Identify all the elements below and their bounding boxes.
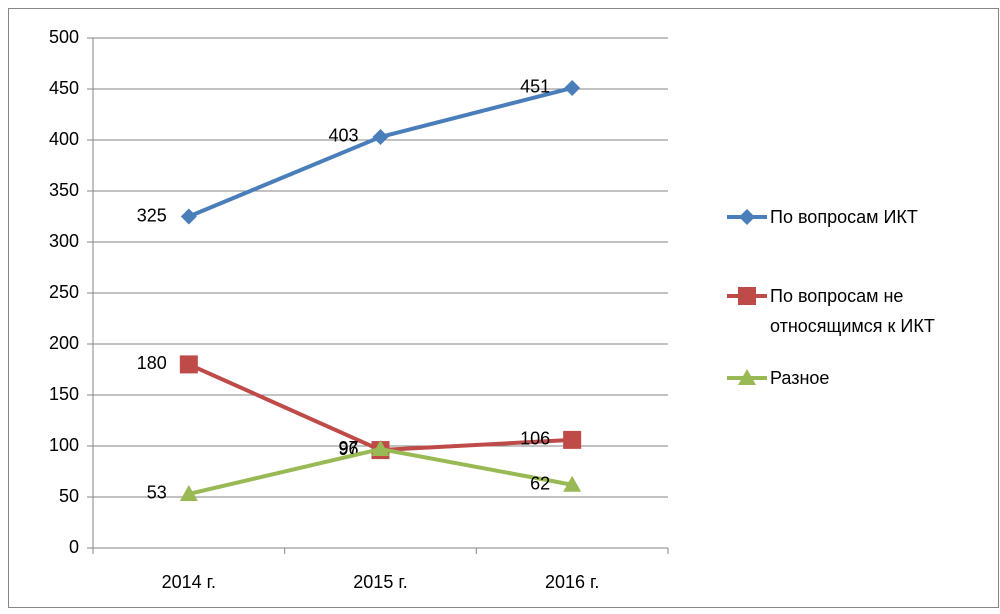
chart-frame	[8, 8, 999, 608]
y-tick-label: 100	[49, 435, 79, 455]
data-point	[179, 484, 198, 501]
data-point	[372, 128, 389, 145]
y-tick-label: 50	[59, 486, 79, 506]
data-label: 62	[530, 474, 550, 494]
y-tick-label: 0	[69, 537, 79, 557]
y-tick-label: 150	[49, 384, 79, 404]
legend-label: По вопросам не относящимся к ИКТ	[770, 286, 935, 336]
y-tick-label: 200	[49, 333, 79, 353]
x-tick-label: 2016 г.	[545, 572, 599, 592]
y-tick-label: 500	[49, 27, 79, 47]
y-tick-label: 400	[49, 129, 79, 149]
legend-marker	[739, 209, 755, 225]
data-point	[180, 208, 197, 225]
legend-marker	[738, 369, 756, 385]
x-tick-label: 2015 г.	[353, 572, 407, 592]
data-label: 97	[338, 438, 358, 458]
legend-label: Разное	[770, 368, 830, 388]
legend-marker	[738, 287, 756, 305]
x-tick-label: 2014 г.	[162, 572, 216, 592]
data-label: 403	[328, 126, 358, 146]
data-label: 180	[137, 353, 167, 373]
data-point	[563, 430, 582, 449]
data-point	[179, 355, 198, 374]
y-tick-label: 250	[49, 282, 79, 302]
y-tick-label: 300	[49, 231, 79, 251]
data-label: 106	[520, 429, 550, 449]
data-point	[564, 79, 581, 96]
data-label: 325	[137, 205, 167, 225]
y-tick-label: 450	[49, 78, 79, 98]
data-label: 53	[147, 483, 167, 503]
y-tick-label: 350	[49, 180, 79, 200]
data-point	[371, 440, 390, 457]
data-label: 451	[520, 77, 550, 97]
legend-label: По вопросам ИКТ	[770, 207, 918, 227]
data-point	[563, 475, 582, 492]
